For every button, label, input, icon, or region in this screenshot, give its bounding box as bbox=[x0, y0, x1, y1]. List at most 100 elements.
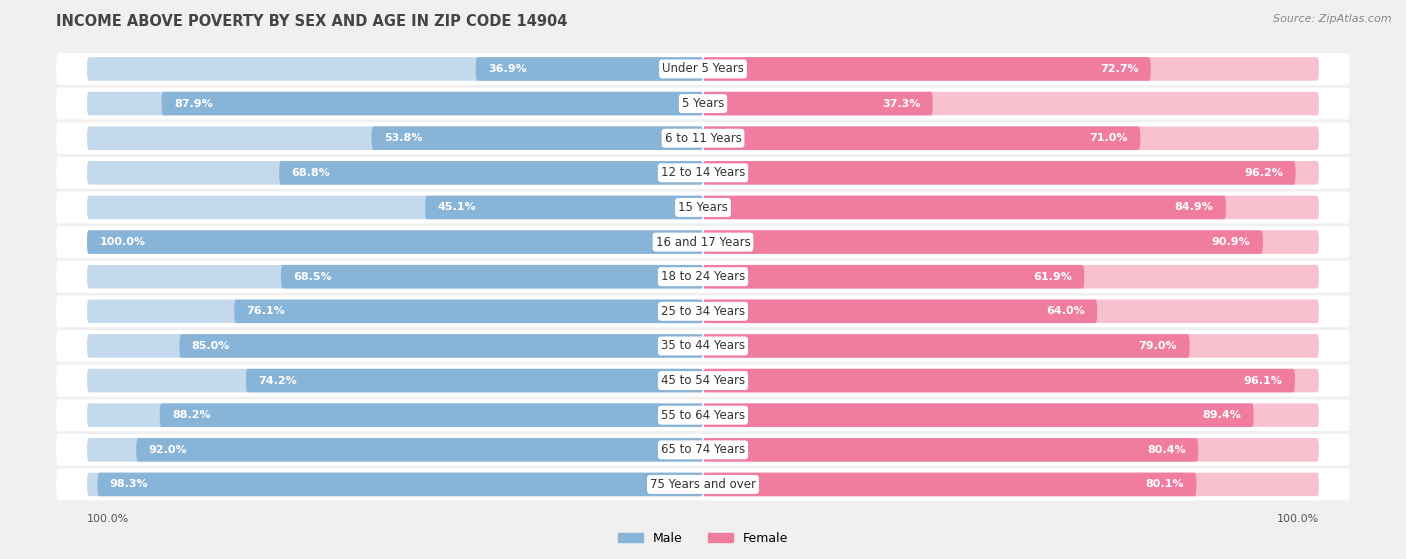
Text: 25 to 34 Years: 25 to 34 Years bbox=[661, 305, 745, 318]
Legend: Male, Female: Male, Female bbox=[613, 527, 793, 550]
Text: 80.1%: 80.1% bbox=[1146, 480, 1184, 490]
Text: 16 and 17 Years: 16 and 17 Years bbox=[655, 235, 751, 249]
Text: 100.0%: 100.0% bbox=[100, 237, 145, 247]
FancyBboxPatch shape bbox=[56, 88, 1350, 120]
Text: 68.8%: 68.8% bbox=[291, 168, 330, 178]
FancyBboxPatch shape bbox=[87, 334, 703, 358]
FancyBboxPatch shape bbox=[703, 369, 1319, 392]
FancyBboxPatch shape bbox=[136, 438, 703, 462]
FancyBboxPatch shape bbox=[703, 196, 1226, 219]
Text: 76.1%: 76.1% bbox=[246, 306, 285, 316]
FancyBboxPatch shape bbox=[180, 334, 703, 358]
FancyBboxPatch shape bbox=[703, 334, 1319, 358]
FancyBboxPatch shape bbox=[87, 473, 703, 496]
FancyBboxPatch shape bbox=[703, 161, 1295, 184]
FancyBboxPatch shape bbox=[280, 161, 703, 184]
FancyBboxPatch shape bbox=[56, 53, 1350, 85]
FancyBboxPatch shape bbox=[87, 161, 703, 184]
FancyBboxPatch shape bbox=[703, 300, 1097, 323]
FancyBboxPatch shape bbox=[56, 226, 1350, 258]
FancyBboxPatch shape bbox=[87, 57, 703, 80]
Text: Under 5 Years: Under 5 Years bbox=[662, 63, 744, 75]
FancyBboxPatch shape bbox=[56, 364, 1350, 396]
FancyBboxPatch shape bbox=[703, 126, 1319, 150]
Text: 6 to 11 Years: 6 to 11 Years bbox=[665, 132, 741, 145]
FancyBboxPatch shape bbox=[246, 369, 703, 392]
Text: 71.0%: 71.0% bbox=[1090, 133, 1128, 143]
FancyBboxPatch shape bbox=[56, 261, 1350, 292]
FancyBboxPatch shape bbox=[703, 126, 1140, 150]
Text: 45 to 54 Years: 45 to 54 Years bbox=[661, 374, 745, 387]
Text: 74.2%: 74.2% bbox=[259, 376, 297, 386]
Text: 45.1%: 45.1% bbox=[437, 202, 477, 212]
FancyBboxPatch shape bbox=[703, 473, 1197, 496]
FancyBboxPatch shape bbox=[56, 434, 1350, 466]
FancyBboxPatch shape bbox=[56, 330, 1350, 362]
FancyBboxPatch shape bbox=[703, 161, 1319, 184]
Text: 65 to 74 Years: 65 to 74 Years bbox=[661, 443, 745, 456]
FancyBboxPatch shape bbox=[87, 300, 703, 323]
Text: 64.0%: 64.0% bbox=[1046, 306, 1085, 316]
FancyBboxPatch shape bbox=[56, 122, 1350, 154]
Text: Source: ZipAtlas.com: Source: ZipAtlas.com bbox=[1274, 14, 1392, 24]
FancyBboxPatch shape bbox=[56, 295, 1350, 327]
FancyBboxPatch shape bbox=[281, 265, 703, 288]
FancyBboxPatch shape bbox=[87, 196, 703, 219]
Text: 92.0%: 92.0% bbox=[149, 445, 187, 455]
FancyBboxPatch shape bbox=[703, 196, 1319, 219]
Text: 72.7%: 72.7% bbox=[1099, 64, 1139, 74]
Text: 88.2%: 88.2% bbox=[172, 410, 211, 420]
FancyBboxPatch shape bbox=[703, 265, 1319, 288]
FancyBboxPatch shape bbox=[97, 473, 703, 496]
Text: 68.5%: 68.5% bbox=[294, 272, 332, 282]
FancyBboxPatch shape bbox=[703, 57, 1150, 80]
Text: 79.0%: 79.0% bbox=[1139, 341, 1177, 351]
Text: 5 Years: 5 Years bbox=[682, 97, 724, 110]
FancyBboxPatch shape bbox=[162, 92, 703, 115]
FancyBboxPatch shape bbox=[703, 404, 1254, 427]
FancyBboxPatch shape bbox=[703, 438, 1319, 462]
FancyBboxPatch shape bbox=[703, 369, 1295, 392]
FancyBboxPatch shape bbox=[56, 468, 1350, 500]
Text: 35 to 44 Years: 35 to 44 Years bbox=[661, 339, 745, 353]
FancyBboxPatch shape bbox=[56, 157, 1350, 189]
FancyBboxPatch shape bbox=[87, 369, 703, 392]
FancyBboxPatch shape bbox=[87, 126, 703, 150]
Text: 87.9%: 87.9% bbox=[174, 98, 212, 108]
Text: 85.0%: 85.0% bbox=[191, 341, 231, 351]
FancyBboxPatch shape bbox=[703, 230, 1319, 254]
Text: 98.3%: 98.3% bbox=[110, 480, 149, 490]
FancyBboxPatch shape bbox=[703, 265, 1084, 288]
FancyBboxPatch shape bbox=[371, 126, 703, 150]
Text: 80.4%: 80.4% bbox=[1147, 445, 1185, 455]
FancyBboxPatch shape bbox=[703, 438, 1198, 462]
Text: 55 to 64 Years: 55 to 64 Years bbox=[661, 409, 745, 421]
Text: 15 Years: 15 Years bbox=[678, 201, 728, 214]
FancyBboxPatch shape bbox=[425, 196, 703, 219]
FancyBboxPatch shape bbox=[703, 57, 1319, 80]
FancyBboxPatch shape bbox=[87, 265, 703, 288]
FancyBboxPatch shape bbox=[703, 230, 1263, 254]
Text: 100.0%: 100.0% bbox=[87, 514, 129, 524]
FancyBboxPatch shape bbox=[703, 92, 1319, 115]
FancyBboxPatch shape bbox=[703, 404, 1319, 427]
FancyBboxPatch shape bbox=[703, 473, 1319, 496]
FancyBboxPatch shape bbox=[87, 92, 703, 115]
FancyBboxPatch shape bbox=[87, 230, 703, 254]
FancyBboxPatch shape bbox=[160, 404, 703, 427]
Text: 96.2%: 96.2% bbox=[1244, 168, 1284, 178]
Text: 18 to 24 Years: 18 to 24 Years bbox=[661, 270, 745, 283]
Text: 90.9%: 90.9% bbox=[1212, 237, 1250, 247]
Text: 100.0%: 100.0% bbox=[1277, 514, 1319, 524]
FancyBboxPatch shape bbox=[87, 438, 703, 462]
Text: 75 Years and over: 75 Years and over bbox=[650, 478, 756, 491]
FancyBboxPatch shape bbox=[56, 192, 1350, 224]
FancyBboxPatch shape bbox=[703, 300, 1319, 323]
FancyBboxPatch shape bbox=[87, 404, 703, 427]
FancyBboxPatch shape bbox=[475, 57, 703, 80]
FancyBboxPatch shape bbox=[703, 334, 1189, 358]
Text: 36.9%: 36.9% bbox=[488, 64, 527, 74]
FancyBboxPatch shape bbox=[235, 300, 703, 323]
Text: 89.4%: 89.4% bbox=[1202, 410, 1241, 420]
Text: 37.3%: 37.3% bbox=[882, 98, 921, 108]
